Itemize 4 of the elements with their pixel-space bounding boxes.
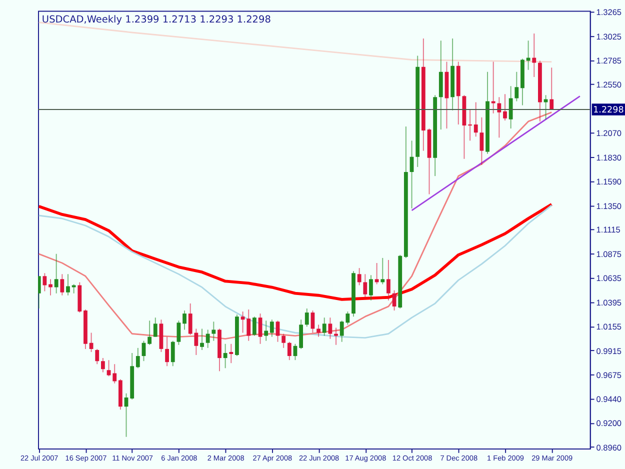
line-series [38,204,552,339]
chart-title: USDCAD,Weekly 1.2399 1.2713 1.2293 1.2298 [42,14,271,26]
ref-line-label: 1.2298 [593,105,624,116]
line-series [38,202,554,301]
